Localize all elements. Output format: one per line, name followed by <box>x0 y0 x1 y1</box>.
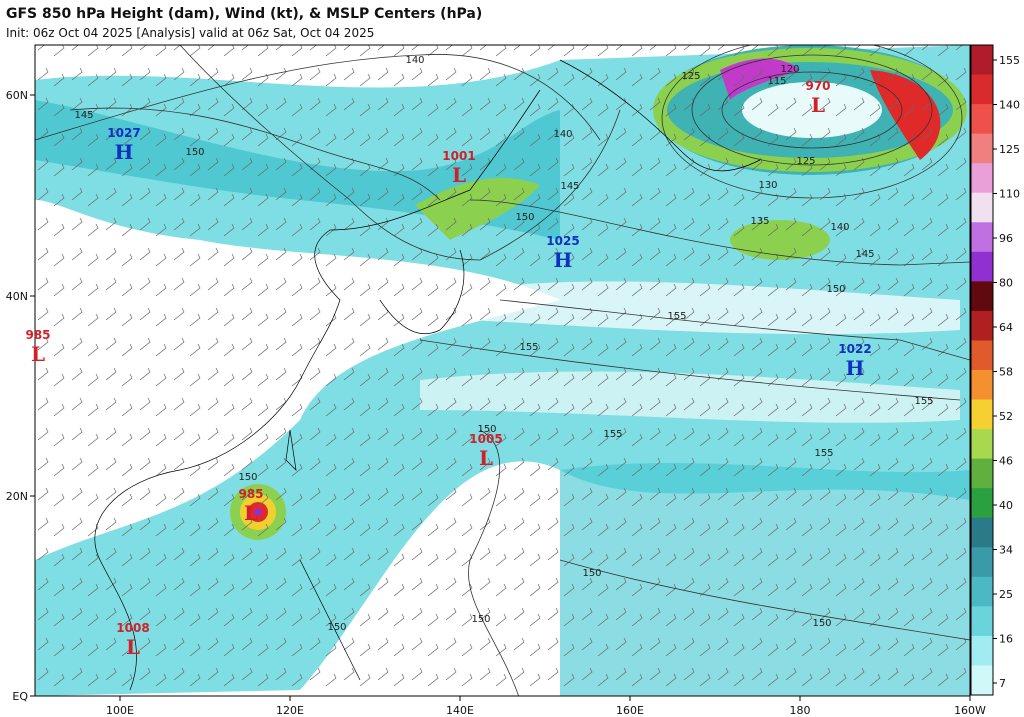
colorbar-label: 34 <box>999 544 1013 557</box>
contour-label: 145 <box>74 110 93 121</box>
colorbar-swatch <box>971 310 993 341</box>
colorbar-label: 64 <box>999 321 1013 334</box>
colorbar-label: 40 <box>999 499 1013 512</box>
colorbar-swatch <box>971 606 993 637</box>
contour-label: 150 <box>238 472 257 483</box>
contour-label: 150 <box>582 568 601 579</box>
center-letter: L <box>452 163 466 187</box>
contour-label: 150 <box>477 424 496 435</box>
center-value: 1022 <box>838 342 871 356</box>
colorbar-label: 80 <box>999 277 1013 290</box>
contour-label: 150 <box>812 618 831 629</box>
colorbar-label: 155 <box>999 54 1020 67</box>
center-value: 1008 <box>116 621 149 635</box>
center-letter: L <box>244 501 258 525</box>
lat-label: 60N <box>6 89 28 102</box>
colorbar-swatch <box>971 429 993 460</box>
colorbar-swatch <box>971 251 993 282</box>
colorbar-swatch <box>971 45 993 76</box>
contour-label: 155 <box>603 429 622 440</box>
lon-label: 120E <box>276 704 304 717</box>
contour-label: 155 <box>914 396 933 407</box>
contour-label: 150 <box>185 147 204 158</box>
center-value: 970 <box>805 79 830 93</box>
lat-label: EQ <box>12 690 28 703</box>
center-letter: H <box>554 248 573 272</box>
contour-label: 150 <box>471 614 490 625</box>
colorbar-swatch <box>971 74 993 105</box>
colorbar-label: 46 <box>999 455 1013 468</box>
center-letter: L <box>479 446 493 470</box>
lon-label: 140E <box>446 704 474 717</box>
contour-label: 155 <box>519 342 538 353</box>
colorbar-frame <box>970 44 994 696</box>
center-letter: H <box>115 140 134 164</box>
colorbar-label: 125 <box>999 143 1020 156</box>
contour-label: 150 <box>327 622 346 633</box>
colorbar-swatch <box>971 665 993 696</box>
center-value: 985 <box>25 328 50 342</box>
center-letter: L <box>31 342 45 366</box>
colorbar-label: 58 <box>999 366 1013 379</box>
center-value: 1025 <box>546 234 579 248</box>
colorbar-swatch <box>971 163 993 194</box>
title: GFS 850 hPa Height (dam), Wind (kt), & M… <box>6 6 482 22</box>
colorbar-swatch <box>971 458 993 489</box>
colorbar-swatch <box>971 576 993 607</box>
map-frame <box>34 44 971 697</box>
contour-label: 115 <box>767 76 786 87</box>
lon-label: 160W <box>954 704 986 717</box>
contour-label: 155 <box>814 448 833 459</box>
colorbar-swatch <box>971 399 993 430</box>
colorbar-label: 96 <box>999 232 1013 245</box>
map-area <box>35 45 970 696</box>
colorbar-swatch <box>971 547 993 578</box>
colorbar-label: 110 <box>999 188 1020 201</box>
contour-label: 145 <box>560 181 579 192</box>
colorbar-swatch <box>971 340 993 371</box>
lon-label: 100E <box>106 704 134 717</box>
contour-label: 140 <box>405 55 424 66</box>
colorbar-swatch <box>971 222 993 253</box>
contour-label: 125 <box>796 156 815 167</box>
colorbar-swatch <box>971 104 993 135</box>
center-letter: H <box>846 356 865 380</box>
center-letter: L <box>126 635 140 659</box>
contour-label: 140 <box>553 129 572 140</box>
colorbar-swatch <box>971 281 993 312</box>
colorbar-swatch <box>971 635 993 666</box>
contour-label: 150 <box>515 212 534 223</box>
colorbar: 155 140 125 110 96 80 64 58 52 46 40 34 25 16 7 <box>970 44 1020 696</box>
subtitle: Init: 06z Oct 04 2025 [Analysis] valid a… <box>6 26 374 40</box>
contour-label: 140 <box>830 222 849 233</box>
contour-label: 130 <box>758 180 777 191</box>
center-value: 1001 <box>442 149 475 163</box>
lat-label: 40N <box>6 290 28 303</box>
contour-label: 135 <box>750 216 769 227</box>
center-value: 1005 <box>469 432 502 446</box>
contour-label: 120 <box>780 64 799 75</box>
colorbar-swatch <box>971 488 993 519</box>
colorbar-label: 52 <box>999 410 1013 423</box>
lon-label: 160E <box>616 704 644 717</box>
colorbar-swatch <box>971 370 993 401</box>
colorbar-label: 7 <box>999 677 1006 690</box>
center-value: 1027 <box>107 126 140 140</box>
contour-label: 145 <box>855 249 874 260</box>
colorbar-label: 25 <box>999 588 1013 601</box>
colorbar-swatch <box>971 517 993 548</box>
contour-label: 150 <box>826 284 845 295</box>
contour-label: 155 <box>667 311 686 322</box>
colorbar-label: 140 <box>999 99 1020 112</box>
colorbar-swatch <box>971 133 993 164</box>
colorbar-label: 16 <box>999 633 1013 646</box>
lat-label: 20N <box>6 490 28 503</box>
center-letter: L <box>811 93 825 117</box>
colorbar-swatch <box>971 192 993 223</box>
contour-label: 125 <box>681 71 700 82</box>
center-value: 985 <box>238 487 263 501</box>
lon-label: 180 <box>790 704 811 717</box>
